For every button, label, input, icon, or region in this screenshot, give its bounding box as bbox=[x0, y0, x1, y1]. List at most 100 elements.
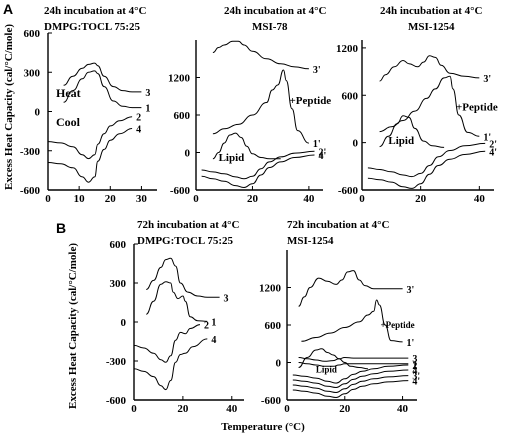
panel-subtitle: MSI-1254 bbox=[287, 235, 334, 247]
y-tick-label: 600 bbox=[265, 320, 282, 332]
panel-subtitle: DMPG:TOCL 75:25 bbox=[44, 21, 141, 33]
series-line-0 bbox=[298, 270, 403, 307]
y-tick-label: 0 bbox=[353, 138, 359, 150]
panel-4: 72h incubation at 4°C DMPG:TOCL 75:25 600 3… bbox=[106, 219, 244, 415]
x-tick-label: 40 bbox=[303, 193, 315, 205]
series-label: 4 bbox=[136, 125, 141, 136]
panel-title: 24h incubation at 4°C bbox=[44, 5, 147, 17]
series-line-3 bbox=[133, 338, 208, 391]
series-line-2 bbox=[379, 115, 445, 148]
series-label: 1 bbox=[145, 104, 150, 115]
annotation: Lipid bbox=[388, 135, 414, 147]
series-line-4 bbox=[298, 362, 409, 367]
series-label: 2 bbox=[204, 321, 209, 332]
series-label: 1' bbox=[483, 132, 491, 143]
series-label: 3' bbox=[407, 285, 415, 296]
series-line-2 bbox=[47, 116, 133, 160]
y-tick-label: -300 bbox=[20, 146, 41, 158]
series-label: 4' bbox=[319, 151, 327, 162]
panel-subtitle: MSI-78 bbox=[252, 21, 288, 33]
series-label: 3 bbox=[145, 88, 150, 99]
panel-title: 24h incubation at 4°C bbox=[224, 5, 327, 17]
series-line-1 bbox=[146, 281, 208, 322]
series-line-7 bbox=[292, 375, 409, 394]
figure-labels: A B Excess Heat Capacity (cal/°C/mole) E… bbox=[3, 1, 305, 433]
series-label: 3 bbox=[412, 354, 417, 365]
annotation: +Peptide bbox=[456, 101, 498, 113]
series-line-4 bbox=[201, 154, 315, 189]
panel-5: 72h incubation at 4°CMSI-125412006000-60… bbox=[259, 219, 420, 415]
series-line-5 bbox=[292, 364, 409, 384]
panel-subtitle: MSI-1254 bbox=[408, 21, 455, 33]
y-tick-label: -600 bbox=[170, 185, 191, 197]
x-tick-label: 0 bbox=[359, 193, 365, 205]
y-axis-label-a: Excess Heat Capacity (cal/°C/mole) bbox=[3, 24, 15, 190]
x-tick-label: 0 bbox=[45, 193, 51, 205]
x-tick-label: 20 bbox=[177, 403, 189, 415]
panel-label-b: B bbox=[56, 220, 66, 236]
series-line-3 bbox=[367, 142, 486, 178]
y-tick-label: 1200 bbox=[336, 43, 359, 55]
y-tick-label: 0 bbox=[276, 358, 282, 370]
y-tick-label: -600 bbox=[261, 395, 282, 407]
y-tick-label: -600 bbox=[20, 185, 41, 197]
annotation: +Peptide bbox=[289, 95, 331, 107]
panel-3: 24h incubation at 4°CMSI-125412006000-60… bbox=[336, 5, 498, 205]
annotation: +Peptide bbox=[381, 320, 415, 330]
y-tick-label: 600 bbox=[342, 90, 359, 102]
series-label: 4 bbox=[412, 366, 417, 377]
y-tick-label: 0 bbox=[185, 148, 191, 160]
y-tick-label: 0 bbox=[35, 107, 41, 119]
series-line-2 bbox=[212, 132, 281, 160]
y-tick-label: 300 bbox=[110, 278, 127, 290]
series-line-3 bbox=[298, 356, 409, 362]
series-line-2 bbox=[133, 324, 201, 363]
x-tick-label: 20 bbox=[415, 193, 427, 205]
series-label: 4' bbox=[489, 147, 497, 158]
series-line-1 bbox=[301, 299, 403, 343]
y-axis-label-b: Excess Heat Capacity (cal/°C/mole) bbox=[67, 243, 79, 409]
x-tick-label: 0 bbox=[193, 193, 199, 205]
x-tick-label: 40 bbox=[474, 193, 486, 205]
y-tick-label: -300 bbox=[106, 356, 127, 368]
x-tick-label: 20 bbox=[105, 193, 117, 205]
x-tick-label: 20 bbox=[339, 403, 351, 415]
panel-title: 72h incubation at 4°C bbox=[137, 219, 240, 231]
series-label: 2' bbox=[319, 147, 327, 158]
series-label: 1' bbox=[313, 139, 321, 150]
annotation: Lipid bbox=[316, 364, 337, 374]
x-tick-label: 20 bbox=[247, 193, 259, 205]
series-label: 4' bbox=[412, 377, 420, 388]
series-label: 3' bbox=[483, 74, 491, 85]
y-tick-label: -600 bbox=[338, 185, 359, 197]
series-line-0 bbox=[146, 257, 220, 298]
x-tick-label: 0 bbox=[284, 403, 290, 415]
series-line-2 bbox=[298, 348, 368, 370]
x-tick-label: 10 bbox=[74, 193, 86, 205]
y-tick-label: 600 bbox=[174, 110, 191, 122]
series-label: 3' bbox=[412, 372, 420, 383]
x-tick-label: 0 bbox=[131, 403, 137, 415]
panel-title: 24h incubation at 4°C bbox=[380, 5, 483, 17]
series-label: 3' bbox=[313, 65, 321, 76]
series-line-1 bbox=[379, 75, 480, 137]
x-tick-label: 30 bbox=[136, 193, 148, 205]
series-label: 3 bbox=[224, 293, 229, 304]
panel-2: 24h incubation at 4°CMSI-7812006000-6000… bbox=[168, 5, 331, 205]
series-line-4 bbox=[367, 150, 486, 189]
series-line-3 bbox=[201, 150, 315, 180]
series-line-1 bbox=[212, 69, 310, 144]
panel-subtitle: DMPG:TOCL 75:25 bbox=[137, 235, 234, 247]
annotation: Heat bbox=[56, 86, 81, 100]
series-line-3 bbox=[47, 128, 133, 183]
y-tick-label: 600 bbox=[24, 28, 41, 40]
series-label: 1' bbox=[407, 338, 415, 349]
annotation: Lipid bbox=[219, 152, 245, 164]
panel-label-a: A bbox=[3, 1, 13, 17]
series-label: 1 bbox=[412, 360, 417, 371]
series-line-1 bbox=[63, 70, 142, 109]
annotation: Cool bbox=[56, 115, 81, 129]
